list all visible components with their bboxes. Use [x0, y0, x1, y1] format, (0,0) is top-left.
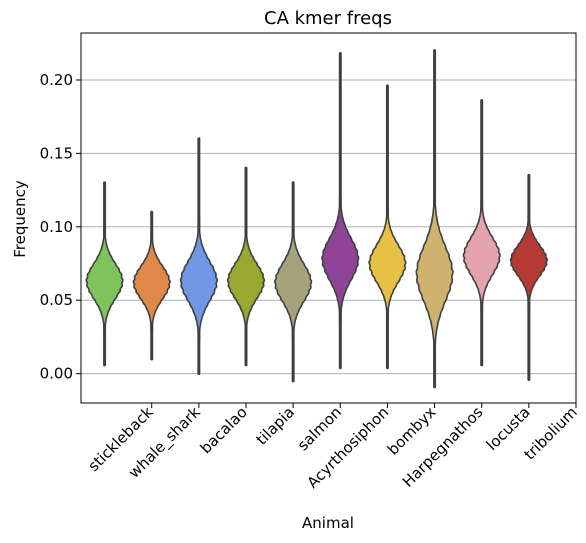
y-axis-ticks: 0.00 0.05 0.10 0.15 0.20: [40, 71, 81, 383]
y-tick-label: 0.15: [40, 144, 73, 162]
violin-whale_shark: [132, 232, 171, 333]
x-tick-label: tilapia: [253, 403, 298, 448]
plot-frame: [80, 32, 577, 404]
violin-tilapia: [226, 228, 266, 335]
chart-title: CA kmer freqs: [264, 8, 392, 29]
x-axis-label: Animal: [302, 514, 354, 532]
violins: [85, 49, 548, 389]
y-tick-label: 0.00: [40, 365, 73, 383]
violin-stickleback: [85, 228, 124, 335]
x-tick-label: Acyrthosiphon: [303, 403, 392, 492]
violin-locusta: [462, 199, 501, 313]
y-axis-label: Frequency: [11, 180, 29, 258]
x-tick-label: Harpegnathos: [399, 403, 487, 491]
violin-tribolium: [509, 214, 548, 308]
x-tick-label: bacalao: [197, 403, 251, 457]
violin-bacalao: [179, 221, 218, 341]
y-tick-label: 0.10: [40, 218, 73, 236]
grid-lines: [81, 79, 576, 375]
y-tick-label: 0.20: [40, 71, 73, 89]
y-tick-label: 0.05: [40, 291, 73, 309]
violin-bombyx: [368, 207, 407, 320]
violin-Harpegnathos: [415, 191, 454, 357]
violin-Acyrthosiphon: [321, 196, 360, 322]
violin-salmon: [274, 226, 313, 339]
